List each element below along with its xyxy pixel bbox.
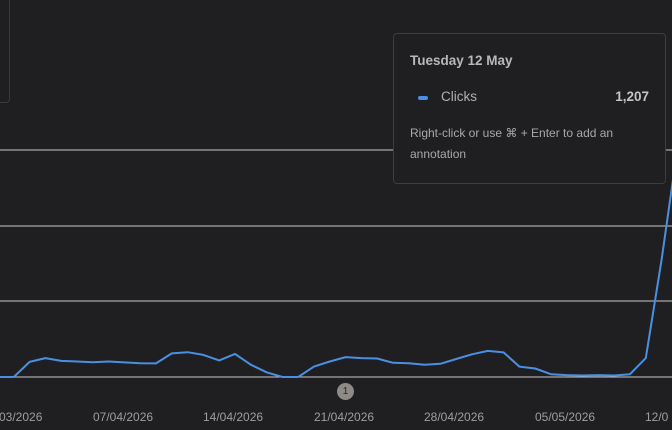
data-point bbox=[201, 353, 205, 357]
data-point bbox=[154, 361, 158, 365]
annotation-marker[interactable]: 1 bbox=[337, 383, 354, 400]
data-point bbox=[344, 355, 348, 359]
x-axis-tick-labels: 03/2026 07/04/2026 14/04/2026 21/04/2026 28/… bbox=[0, 410, 669, 424]
x-tick-label: 07/04/2026 bbox=[93, 410, 153, 424]
data-point bbox=[470, 352, 474, 356]
data-point bbox=[186, 350, 190, 354]
data-point bbox=[454, 357, 458, 361]
data-point bbox=[423, 363, 427, 367]
data-point bbox=[91, 360, 95, 364]
chart-tooltip: Tuesday 12 May Clicks 1,207 Right-click … bbox=[393, 33, 666, 184]
data-point bbox=[122, 360, 126, 364]
data-point bbox=[628, 372, 632, 376]
data-point bbox=[265, 370, 269, 374]
data-point bbox=[296, 375, 300, 379]
data-point bbox=[280, 375, 284, 379]
data-point bbox=[328, 360, 332, 364]
x-tick-label: 14/04/2026 bbox=[203, 410, 263, 424]
data-point bbox=[438, 362, 442, 366]
data-point bbox=[59, 359, 63, 363]
data-point bbox=[612, 374, 616, 378]
data-point bbox=[217, 358, 221, 362]
data-point bbox=[12, 375, 16, 379]
data-point bbox=[138, 361, 142, 365]
data-point bbox=[596, 373, 600, 377]
data-point bbox=[517, 365, 521, 369]
x-tick-label: 28/04/2026 bbox=[424, 410, 484, 424]
data-point bbox=[549, 372, 553, 376]
data-point bbox=[391, 361, 395, 365]
x-tick-label: 21/04/2026 bbox=[314, 410, 374, 424]
data-point bbox=[249, 363, 253, 367]
data-point bbox=[359, 356, 363, 360]
tooltip-series-label: Clicks bbox=[441, 89, 477, 104]
data-point bbox=[75, 360, 79, 364]
tooltip-date: Tuesday 12 May bbox=[410, 53, 513, 68]
tooltip-series-value: 1,207 bbox=[615, 89, 649, 104]
data-point bbox=[502, 350, 506, 354]
data-point bbox=[233, 352, 237, 356]
data-point bbox=[407, 361, 411, 365]
x-tick-label: 05/05/2026 bbox=[535, 410, 595, 424]
data-point bbox=[375, 357, 379, 361]
data-point bbox=[312, 365, 316, 369]
data-point bbox=[533, 367, 537, 371]
series-swatch-icon bbox=[418, 96, 428, 100]
data-point bbox=[565, 373, 569, 377]
left-panel-card bbox=[0, 0, 10, 103]
tooltip-series-row: Clicks 1,207 bbox=[410, 89, 649, 107]
tooltip-annotation-hint: Right-click or use ⌘ + Enter to add an a… bbox=[410, 126, 614, 161]
data-point bbox=[486, 349, 490, 353]
data-point bbox=[28, 360, 32, 364]
x-tick-label: 03/2026 bbox=[0, 410, 43, 424]
series-line-clicks[interactable] bbox=[0, 149, 672, 378]
x-tick-label: 12/0 bbox=[645, 410, 669, 424]
data-point bbox=[107, 360, 111, 364]
data-point bbox=[43, 356, 47, 360]
data-point bbox=[170, 351, 174, 355]
data-point bbox=[660, 258, 664, 262]
data-point bbox=[644, 356, 648, 360]
data-point bbox=[581, 374, 585, 378]
chart-gridlines bbox=[0, 149, 672, 378]
